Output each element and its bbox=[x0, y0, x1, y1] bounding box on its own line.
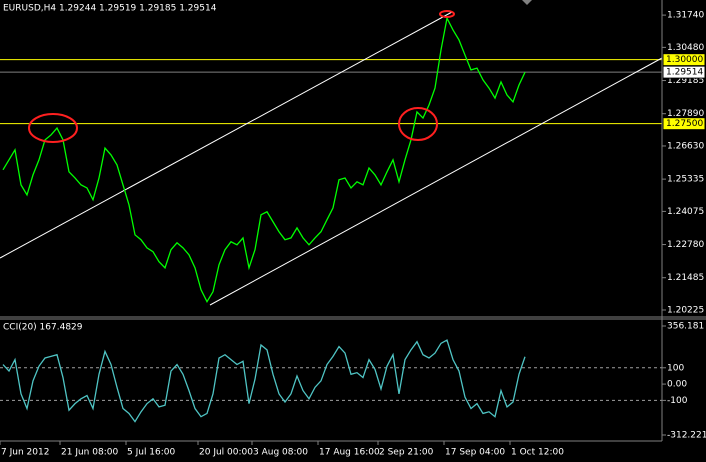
y-tick-label: 356.181 bbox=[667, 322, 704, 332]
channel-lower bbox=[209, 57, 663, 306]
y-tick-label: 100 bbox=[667, 363, 684, 373]
level-label: 1.30000 bbox=[666, 55, 703, 65]
y-tick-label: 1.29185 bbox=[667, 76, 704, 86]
highlight-ellipse bbox=[398, 107, 438, 141]
y-tick-label: -312.221 bbox=[667, 431, 706, 441]
x-tick-label: 17 Sep 04:00 bbox=[445, 448, 505, 458]
highlight-ellipse bbox=[439, 10, 455, 18]
y-tick-label: 1.22780 bbox=[667, 240, 704, 250]
chart-title: EURUSD,H4 1.29244 1.29519 1.29185 1.2951… bbox=[3, 4, 217, 14]
channel-upper bbox=[0, 11, 453, 259]
x-tick-label: 5 Jul 16:00 bbox=[127, 448, 176, 458]
y-tick-label: -100 bbox=[667, 396, 688, 406]
level-label-box bbox=[662, 65, 706, 79]
x-tick-label: 21 Jun 08:00 bbox=[61, 448, 118, 458]
x-tick-label: 2 Sep 21:00 bbox=[379, 448, 434, 458]
level-label: 1.27500 bbox=[666, 119, 703, 129]
x-tick-label: 7 Jun 2012 bbox=[1, 448, 49, 458]
y-tick-label: 1.21485 bbox=[667, 273, 704, 283]
data-line bbox=[2, 16, 526, 304]
marks-layer bbox=[2, 16, 526, 423]
level-label: 1.29514 bbox=[666, 68, 703, 78]
y-tick-label: 1.27890 bbox=[667, 109, 704, 119]
highlight-ellipse bbox=[28, 113, 78, 143]
shift-marker bbox=[522, 0, 532, 5]
y-tick-label: 1.25335 bbox=[667, 175, 704, 185]
x-tick-label: 17 Aug 16:00 bbox=[319, 448, 380, 458]
x-tick-label: 20 Jul 00:00 bbox=[199, 448, 253, 458]
x-tick-label: 1 Oct 12:00 bbox=[511, 448, 564, 458]
grid-layer bbox=[0, 59, 662, 401]
data-line bbox=[2, 339, 526, 423]
y-tick-label: 0.00 bbox=[667, 380, 687, 390]
x-tick-label: 3 Aug 08:00 bbox=[253, 448, 308, 458]
indicator-title: CCI(20) 167.4829 bbox=[3, 323, 83, 333]
y-tick-label: 1.31740 bbox=[667, 11, 704, 21]
level-label-box bbox=[662, 117, 706, 131]
y-tick-label: 1.20225 bbox=[667, 305, 704, 315]
y-tick-label: 1.30480 bbox=[667, 43, 704, 53]
y-tick-label: 1.24075 bbox=[667, 207, 704, 217]
y-tick-label: 1.26630 bbox=[667, 141, 704, 151]
